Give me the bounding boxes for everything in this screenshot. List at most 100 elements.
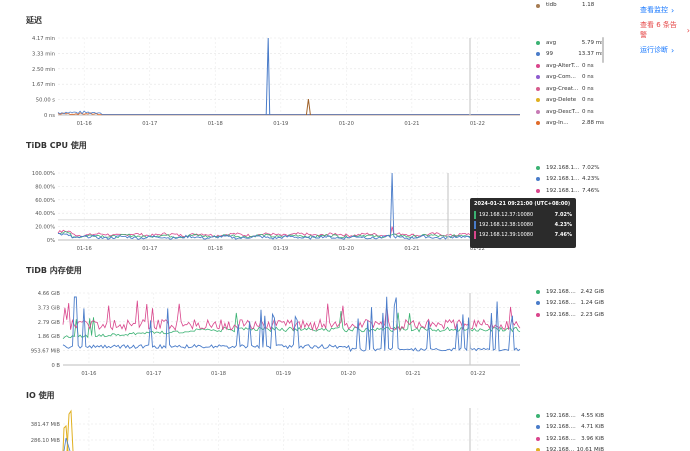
legend-value: 10.61 MiB [576, 447, 604, 451]
legend-name: avg-DescT... [546, 108, 580, 115]
legend-dot [536, 177, 540, 182]
x-tick-label: 01-22 [470, 371, 485, 377]
x-tick-label: 01-21 [404, 121, 419, 127]
x-tick-label: 01-16 [77, 121, 92, 127]
x-tick-label: 01-22 [470, 121, 485, 127]
y-tick-label: 4.66 GiB [38, 291, 61, 297]
x-tick-label: 01-18 [208, 246, 223, 252]
legend-item[interactable]: avg-Creat... 0 ns [536, 83, 604, 95]
chevron-right-icon: › [671, 5, 675, 15]
legend-dot [536, 413, 540, 418]
legend-name: 192.168.... [546, 300, 576, 307]
legend-dot [536, 165, 540, 170]
legend-item[interactable]: avg-Delete 0 ns [536, 95, 604, 107]
view-alerts-link[interactable]: 查看 6 条告警 › [640, 20, 690, 40]
legend-value: 5.79 ms [581, 39, 604, 46]
legend-name: avg-Com... [546, 74, 576, 81]
legend-dot [536, 52, 540, 57]
y-tick-label: 2.50 min [32, 67, 55, 73]
legend-name: avg-Delete [546, 97, 577, 104]
tooltip-color-bar [474, 231, 476, 239]
x-tick-label: 01-17 [146, 371, 161, 377]
legend-item[interactable]: avg-Com... 0 ns [536, 72, 604, 84]
legend-dot [536, 98, 540, 103]
legend-item[interactable]: 192.168.... 1.24 GiB [536, 298, 604, 310]
x-tick-label: 01-19 [276, 371, 291, 377]
legend-dot [536, 312, 540, 317]
x-tick-label: 01-17 [142, 121, 157, 127]
legend-name: avg [546, 39, 557, 46]
x-tick-label: 01-17 [142, 246, 157, 252]
x-tick-label: 01-22 [470, 246, 485, 252]
legend-value: 3.96 KiB [581, 435, 604, 442]
run-diagnosis-label: 运行诊断 [640, 46, 668, 54]
legend-item[interactable]: avg-In... 2.88 ms [536, 118, 604, 130]
latency-title: 延迟 [26, 16, 42, 25]
x-tick-label: 01-20 [341, 371, 356, 377]
legend-item[interactable]: 192.168.... 4.71 KiB [536, 422, 604, 434]
tooltip-color-bar [474, 221, 476, 229]
legend-item[interactable]: 192.168.12... 4.23% [536, 174, 604, 186]
io-chart[interactable]: 381.47 MiB 286.10 MiB [0, 408, 530, 451]
cpu-chart[interactable]: 100.00% 80.00% 60.00% 40.00% 20.00% 0% 01-16 01… [0, 160, 530, 258]
chevron-right-icon: › [686, 25, 690, 35]
legend-item[interactable]: 192.168.12... 7.46% [536, 185, 604, 197]
cpu-legend: 192.168.12... 7.02% 192.168.12... 4.23% 192.… [536, 162, 604, 197]
legend-scrollbar[interactable] [602, 37, 604, 63]
legend-name: 192.168.... [546, 288, 576, 295]
cpu-series-line [57, 230, 521, 239]
y-tick-label: 0% [47, 238, 55, 244]
x-tick-label: 01-20 [339, 121, 354, 127]
legend-value: 7.02% [582, 164, 600, 171]
legend-name: 192.168.... [546, 447, 575, 451]
x-tick-label: 01-16 [77, 246, 92, 252]
legend-item[interactable]: 192.168.... 2.23 GiB [536, 309, 604, 321]
io-title: IO 使用 [26, 391, 55, 400]
legend-item[interactable]: 192.168.... 2.42 GiB [536, 286, 604, 298]
series-99-spike [265, 37, 271, 116]
run-diagnosis-link[interactable]: 运行诊断 › [640, 40, 690, 60]
tooltip-row-name: 192.168.12.37:10080 [479, 212, 534, 218]
memory-chart[interactable]: 4.66 GiB 3.73 GiB 2.79 GiB 1.86 GiB 953.67 M… [0, 285, 530, 383]
latency-chart[interactable]: 4.17 min 3.33 min 2.50 min 1.67 min 50.00 s 0… [0, 28, 530, 132]
legend-item[interactable]: 192.168.12... 7.02% [536, 162, 604, 174]
memory-title: TiDB 内存使用 [26, 266, 82, 275]
legend-item[interactable]: avg-DescT... 0 ns [536, 106, 604, 118]
y-tick-label: 1.67 min [32, 82, 55, 88]
legend-value: 4.71 KiB [581, 424, 604, 431]
tooltip-row-value: 7.02% [554, 212, 572, 218]
legend-value: 2.88 ms [581, 120, 604, 127]
legend-name: avg-Creat... [546, 85, 579, 92]
view-monitoring-label: 查看监控 [640, 6, 668, 14]
legend-item[interactable]: 192.168.... 3.96 KiB [536, 433, 604, 445]
y-tick-label: 4.17 min [32, 36, 55, 42]
legend-item[interactable]: avg-Rollb... [536, 129, 604, 133]
x-tick-label: 01-20 [339, 246, 354, 252]
y-tick-label: 0 ns [44, 113, 55, 119]
legend-name: 192.168.12... [546, 187, 580, 194]
legend-dot [536, 448, 540, 451]
legend-item[interactable]: 192.168.... 4.55 KiB [536, 410, 604, 422]
y-tick-label: 286.10 MiB [31, 438, 61, 444]
y-tick-label: 953.67 MiB [31, 349, 61, 355]
legend-name: 192.168.12... [546, 164, 580, 171]
io-series-line [66, 409, 74, 451]
legend-dot [536, 425, 540, 430]
legend-value: 2.23 GiB [580, 311, 604, 318]
x-tick-label: 01-18 [208, 121, 223, 127]
legend-item[interactable]: 192.168.... 10.61 MiB [536, 445, 604, 451]
view-monitoring-link[interactable]: 查看监控 › [640, 0, 690, 20]
legend-name: 99 [546, 51, 553, 58]
legend-dot [536, 63, 540, 68]
y-tick-label: 20.00% [35, 225, 55, 231]
latency-legend-list[interactable]: avg 5.79 ms 99 13.37 ms avg-AlterT... 0 ns avg… [536, 37, 604, 132]
legend-item[interactable]: 99 13.37 ms [536, 49, 604, 61]
legend-value: 0 ns [582, 108, 594, 115]
memory-series-line [62, 300, 521, 332]
legend-item[interactable]: avg-AlterT... 0 ns [536, 60, 604, 72]
tooltip-row: 192.168.12.39:10080 7.46% [474, 230, 572, 240]
legend-value: 0 ns [582, 97, 594, 104]
legend-item[interactable]: avg 5.79 ms [536, 37, 604, 49]
legend-value: 7.46% [582, 187, 600, 194]
